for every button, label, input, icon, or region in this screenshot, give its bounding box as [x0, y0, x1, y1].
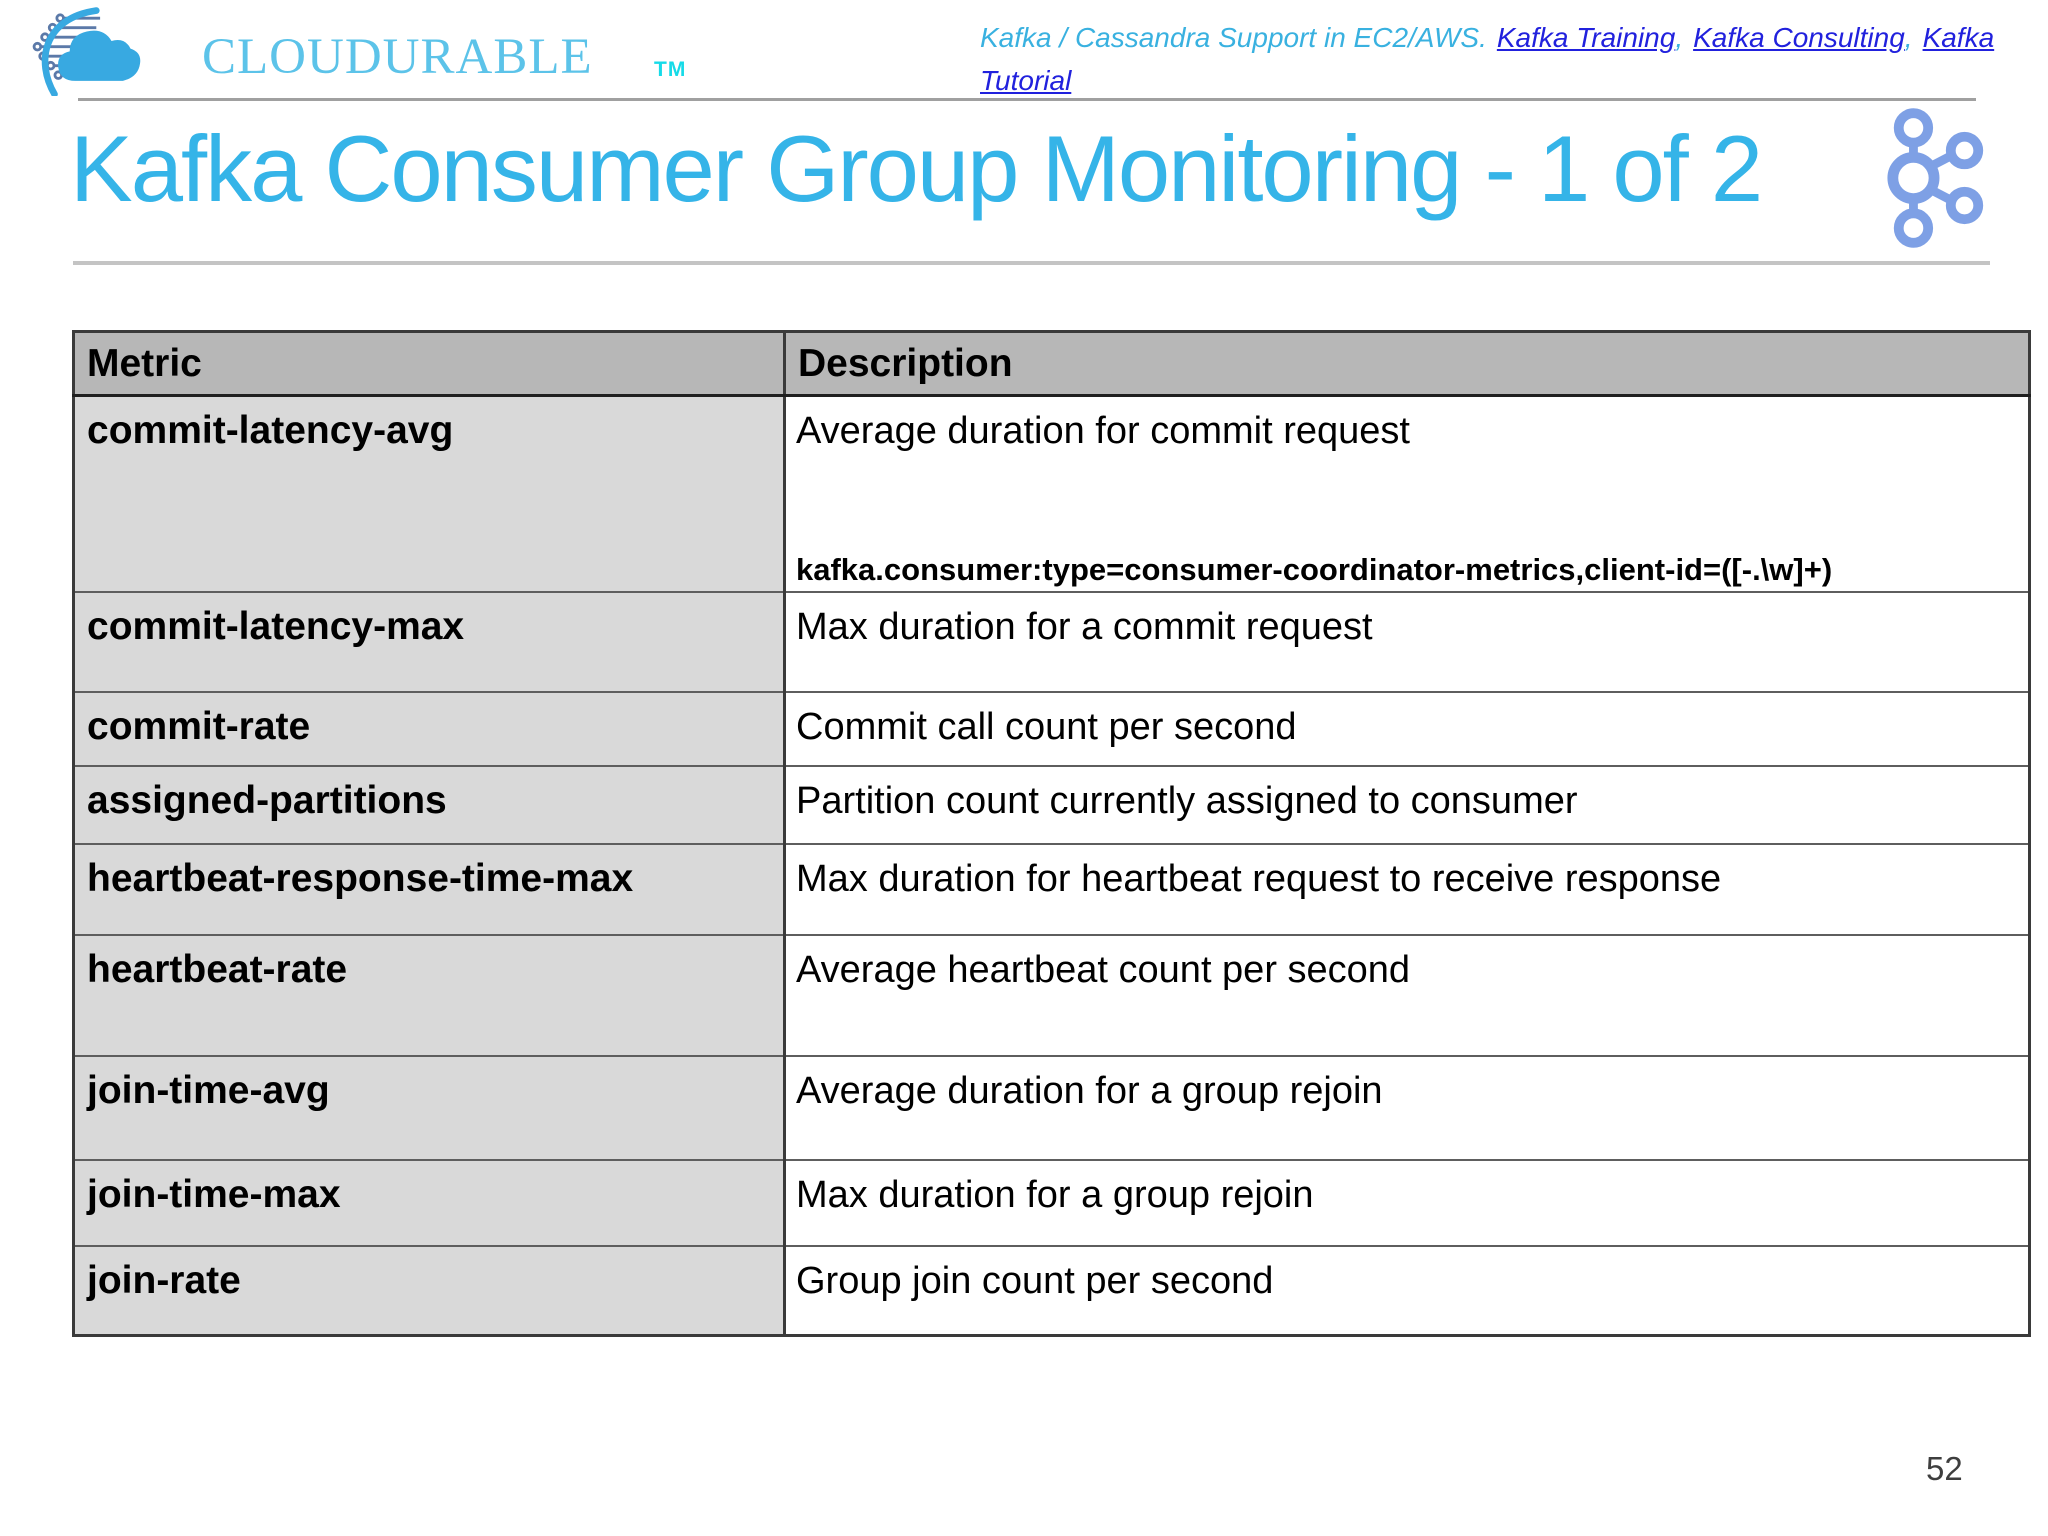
- metric-name: heartbeat-rate: [87, 947, 348, 991]
- metric-cell: commit-rate: [73, 690, 786, 766]
- jmx-mbean-name: kafka.consumer:type=consumer-coordinator…: [796, 551, 1833, 587]
- metric-name: join-time-max: [87, 1172, 341, 1216]
- metric-cell: join-rate: [73, 1244, 786, 1336]
- brand-name: CLOUDURABLE: [202, 29, 593, 85]
- kafka-logo-icon: [1887, 108, 1984, 248]
- table-row: commit-latency-avg Average duration for …: [73, 395, 2030, 592]
- separator: ,: [1675, 22, 1684, 53]
- kafka-tutorial-link[interactable]: Kafka Tutorial: [980, 22, 1995, 97]
- metric-cell: join-time-avg: [73, 1054, 786, 1160]
- metric-name: commit-rate: [87, 704, 311, 748]
- table-row: heartbeat-response-time-max Max duration…: [73, 842, 2030, 935]
- description-cell: Average duration for commit request kafk…: [784, 395, 2030, 592]
- header-links: Kafka / Cassandra Support in EC2/AWS. Kaf…: [980, 16, 2036, 103]
- table-header-row: Metric Description: [73, 331, 2030, 397]
- metric-name: commit-latency-avg: [87, 409, 454, 452]
- table-row: assigned-partitions Partition count curr…: [73, 764, 2030, 844]
- kafka-training-link[interactable]: Kafka Training: [1496, 22, 1676, 53]
- description-cell: Average heartbeat count per second: [784, 933, 2030, 1056]
- column-header-description: Description: [784, 331, 2030, 397]
- metric-cell: heartbeat-rate: [73, 933, 786, 1056]
- description-cell: Group join count per second: [784, 1244, 2030, 1336]
- metric-description: Partition count currently assigned to co…: [796, 779, 1578, 822]
- title-underline: [73, 261, 1990, 265]
- metric-cell: join-time-max: [73, 1158, 786, 1246]
- metric-description: Average heartbeat count per second: [796, 948, 1411, 991]
- kafka-consulting-link[interactable]: Kafka Consulting: [1693, 22, 1905, 53]
- metrics-table: Metric Description commit-latency-avg Av…: [72, 330, 2031, 1337]
- column-header-metric: Metric: [73, 331, 786, 397]
- metric-name: join-time-avg: [87, 1068, 330, 1112]
- separator: ,: [1904, 22, 1913, 53]
- metric-description: Commit call count per second: [796, 705, 1297, 748]
- metric-description: Group join count per second: [796, 1259, 1274, 1302]
- metric-description: Average duration for commit request: [796, 410, 1410, 452]
- metric-name: commit-latency-max: [87, 604, 465, 648]
- metric-description: Average duration for a group rejoin: [796, 1069, 1383, 1112]
- description-cell: Partition count currently assigned to co…: [784, 764, 2030, 844]
- metric-name: heartbeat-response-time-max: [87, 856, 634, 900]
- header-divider: [78, 98, 1976, 101]
- page-title: Kafka Consumer Group Monitoring - 1 of 2: [70, 116, 1763, 221]
- metric-name: join-rate: [87, 1258, 241, 1302]
- trademark-label: TM: [654, 58, 687, 81]
- metric-name: assigned-partitions: [87, 778, 447, 822]
- table-row: commit-rate Commit call count per second: [73, 690, 2030, 766]
- metric-description: Max duration for heartbeat request to re…: [796, 857, 1722, 900]
- support-tagline: Kafka / Cassandra Support in EC2/AWS.: [980, 22, 1487, 53]
- metric-description: Max duration for a commit request: [796, 605, 1373, 648]
- description-cell: Max duration for a group rejoin: [784, 1158, 2030, 1246]
- description-cell: Max duration for heartbeat request to re…: [784, 842, 2030, 935]
- description-cell: Average duration for a group rejoin: [784, 1054, 2030, 1160]
- metric-description: Max duration for a group rejoin: [796, 1173, 1314, 1216]
- table-row: join-rate Group join count per second: [73, 1244, 2030, 1336]
- description-cell: Max duration for a commit request: [784, 590, 2030, 692]
- description-cell: Commit call count per second: [784, 690, 2030, 766]
- table-row: join-time-avg Average duration for a gro…: [73, 1054, 2030, 1160]
- table-row: commit-latency-max Max duration for a co…: [73, 590, 2030, 692]
- page-number: 52: [1926, 1450, 1963, 1487]
- metric-cell: commit-latency-max: [73, 590, 786, 692]
- metric-cell: heartbeat-response-time-max: [73, 842, 786, 935]
- metric-cell: commit-latency-avg: [73, 395, 786, 592]
- cloud-circuit-icon: [32, 7, 141, 96]
- table-row: join-time-max Max duration for a group r…: [73, 1158, 2030, 1246]
- metric-cell: assigned-partitions: [73, 764, 786, 844]
- table-row: heartbeat-rate Average heartbeat count p…: [73, 933, 2030, 1056]
